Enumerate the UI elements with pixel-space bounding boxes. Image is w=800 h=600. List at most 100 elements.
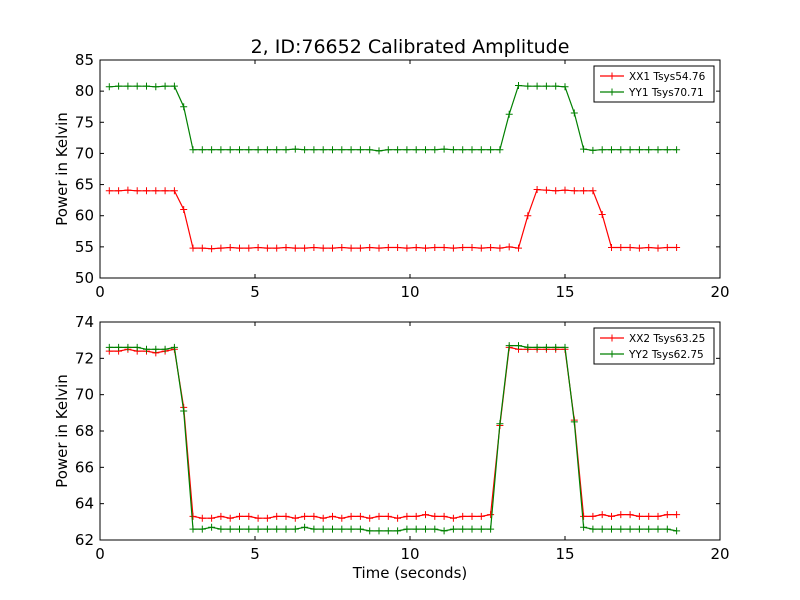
data-point <box>635 525 643 533</box>
series-2 <box>105 342 681 535</box>
data-point <box>291 514 299 522</box>
data-point <box>635 244 643 252</box>
data-point <box>468 243 476 251</box>
data-point <box>552 82 560 90</box>
data-point <box>542 82 550 90</box>
data-point <box>105 83 113 91</box>
data-point <box>645 243 653 251</box>
data-point <box>198 146 206 154</box>
data-point <box>496 244 504 252</box>
data-point <box>226 146 234 154</box>
data-point <box>459 243 467 251</box>
data-point <box>375 527 383 535</box>
data-point <box>152 83 160 91</box>
data-point <box>459 512 467 520</box>
data-point <box>608 525 615 533</box>
data-point <box>347 146 355 154</box>
data-point <box>431 243 439 251</box>
data-point <box>561 83 569 91</box>
data-point <box>598 511 606 519</box>
data-point <box>282 512 290 520</box>
y-tick-label: 85 <box>75 51 94 69</box>
data-point <box>468 512 476 520</box>
data-point <box>133 187 141 195</box>
data-point <box>515 244 522 252</box>
data-point <box>329 525 336 533</box>
data-point <box>608 146 615 154</box>
data-point <box>524 82 532 90</box>
x-tick-label: 15 <box>555 283 574 301</box>
legend-box <box>593 327 715 365</box>
x-tick-label: 5 <box>250 283 260 301</box>
legend-label: YY2 Tsys62.75 <box>628 349 704 361</box>
y-tick-label: 65 <box>75 176 94 194</box>
legend: XX2 Tsys63.25 YY2 Tsys62.75 <box>593 327 715 365</box>
data-point <box>217 146 225 154</box>
x-tick-label: 20 <box>710 283 729 301</box>
data-point <box>291 525 299 533</box>
data-point <box>291 145 299 153</box>
data-point <box>236 512 243 520</box>
data-point <box>524 343 532 351</box>
data-point <box>422 146 429 154</box>
data-point <box>329 244 336 252</box>
data-point <box>124 82 132 90</box>
data-point <box>263 514 271 522</box>
data-point <box>552 187 560 195</box>
data-point <box>673 243 681 251</box>
data-point <box>226 525 234 533</box>
data-point <box>143 187 150 195</box>
data-point <box>375 244 383 252</box>
data-point <box>570 109 578 117</box>
data-point <box>468 146 476 154</box>
legend-marker <box>608 350 616 358</box>
data-point <box>189 244 197 252</box>
y-tick-label: 64 <box>75 495 94 513</box>
x-tick-label: 10 <box>400 545 419 563</box>
data-point <box>236 244 243 252</box>
data-point <box>654 146 662 154</box>
legend-marker <box>608 334 616 342</box>
data-point <box>319 525 327 533</box>
data-point <box>319 514 327 522</box>
data-point <box>449 514 457 522</box>
data-point <box>180 205 188 213</box>
data-point <box>561 343 569 351</box>
data-point <box>245 146 253 154</box>
data-point <box>329 146 336 154</box>
data-point <box>375 512 383 520</box>
data-point <box>580 512 588 520</box>
data-point <box>338 146 346 154</box>
chart-title: 2, ID:76652 Calibrated Amplitude <box>251 36 570 58</box>
data-point <box>635 512 643 520</box>
data-point <box>617 243 625 251</box>
legend-marker <box>608 72 616 80</box>
legend-label: XX1 Tsys54.76 <box>629 71 706 83</box>
data-point <box>356 244 364 252</box>
x-tick-label: 15 <box>555 545 574 563</box>
legend-label: XX2 Tsys63.25 <box>629 333 705 345</box>
data-point <box>431 512 439 520</box>
data-point <box>254 146 262 154</box>
data-point <box>459 525 467 533</box>
data-point <box>645 525 653 533</box>
data-point <box>366 527 374 535</box>
data-point <box>673 511 681 519</box>
data-point <box>542 186 550 194</box>
data-point <box>394 243 402 251</box>
data-point <box>384 512 392 520</box>
data-point <box>403 525 411 533</box>
data-point <box>403 244 411 252</box>
y-tick-label: 62 <box>75 531 94 549</box>
data-point <box>394 527 402 535</box>
data-point <box>645 512 653 520</box>
x-axis-label: Time (seconds) <box>352 564 468 582</box>
y-axis-label: Power in Kelvin <box>53 112 71 226</box>
data-point <box>598 146 606 154</box>
data-point <box>654 525 662 533</box>
data-point <box>487 146 495 154</box>
data-point <box>133 343 141 351</box>
data-point <box>663 525 671 533</box>
data-point <box>208 146 216 154</box>
